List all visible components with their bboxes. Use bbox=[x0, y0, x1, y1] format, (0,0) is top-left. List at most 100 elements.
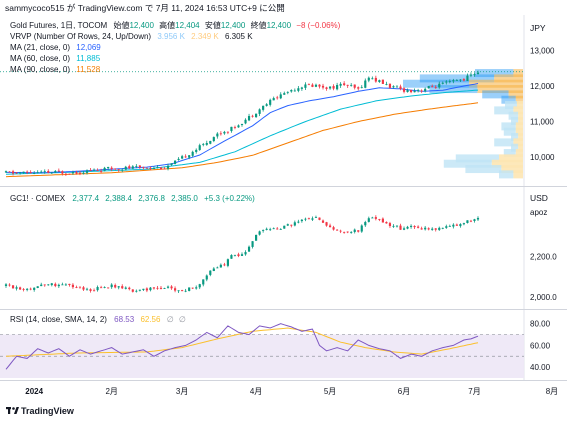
candle-body bbox=[364, 222, 367, 226]
candle-body bbox=[195, 287, 198, 289]
candle-body bbox=[131, 166, 134, 169]
candle-body bbox=[409, 89, 413, 93]
candle-body bbox=[262, 105, 265, 110]
candle-body bbox=[110, 167, 113, 169]
candle-body bbox=[184, 156, 187, 158]
ma90-path bbox=[5, 102, 479, 178]
candle-body bbox=[417, 226, 420, 228]
vrvp-row-up bbox=[494, 138, 514, 147]
candle-body bbox=[360, 87, 363, 89]
vrvp-row-up bbox=[508, 111, 519, 120]
vrvp-row-down bbox=[513, 69, 523, 78]
candle-body bbox=[385, 221, 388, 224]
candle-body bbox=[339, 83, 342, 86]
candle-body bbox=[473, 74, 476, 76]
candle-body bbox=[26, 288, 29, 290]
candle-body bbox=[78, 286, 82, 288]
candle-body bbox=[336, 84, 339, 90]
candle-body bbox=[121, 169, 124, 171]
candle-body bbox=[202, 279, 205, 285]
candle-body bbox=[431, 86, 434, 88]
candle-body bbox=[135, 290, 138, 292]
candle-body bbox=[237, 125, 240, 128]
vrvp-row-up bbox=[494, 106, 514, 115]
tradingview-logo[interactable]: TradingView bbox=[6, 406, 75, 416]
candle-body bbox=[89, 170, 92, 172]
candle-body bbox=[438, 227, 441, 230]
candle-body bbox=[184, 290, 187, 292]
candle-body bbox=[85, 288, 89, 290]
gc1-candles bbox=[4, 215, 480, 293]
candle-body bbox=[219, 133, 222, 135]
rsi-title: RSI (14, close, SMA, 14, 2) bbox=[10, 315, 107, 324]
candle-body bbox=[286, 224, 289, 226]
candle-body bbox=[371, 217, 374, 219]
candle-body bbox=[276, 228, 279, 230]
candle-body bbox=[455, 80, 458, 81]
candle-body bbox=[473, 219, 476, 221]
candle-body bbox=[343, 231, 346, 233]
candle-body bbox=[188, 287, 191, 291]
candle-body bbox=[279, 94, 282, 99]
candle-body bbox=[78, 172, 82, 174]
vrvp-row-down bbox=[469, 79, 523, 88]
ma21-label: MA (21, close, 0) bbox=[10, 43, 70, 52]
candle-body bbox=[121, 286, 124, 289]
x-tick-label: 4月 bbox=[250, 387, 262, 396]
candle-body bbox=[367, 77, 370, 81]
candle-body bbox=[57, 284, 60, 287]
candle-body bbox=[156, 287, 159, 289]
svg-text:RSI (14, close, SMA, 14, 2): RSI (14, close, SMA, 14, 2) 68.53 62.56 … bbox=[10, 315, 186, 324]
candle-body bbox=[159, 167, 163, 170]
vrvp-row-down bbox=[518, 117, 523, 126]
gold-futures-legend[interactable]: Gold Futures, 1日, TOCOM 始値12,400 高値12,40… bbox=[10, 20, 341, 74]
vrvp-row-down bbox=[518, 143, 523, 152]
candle-body bbox=[476, 72, 480, 75]
ma90-label: MA (90, close, 0) bbox=[10, 65, 70, 74]
vrvp-row-up bbox=[511, 117, 519, 126]
vrvp-row-down bbox=[513, 138, 523, 147]
rsi-legend[interactable]: RSI (14, close, SMA, 14, 2) 68.53 62.56 … bbox=[10, 315, 186, 324]
candle-body bbox=[142, 166, 145, 168]
y-tick-label: 2,200.0 bbox=[530, 253, 557, 262]
candle-body bbox=[399, 86, 402, 89]
candle-body bbox=[346, 231, 349, 233]
candle-body bbox=[114, 168, 117, 170]
candle-body bbox=[188, 155, 191, 158]
tradingview-logo-icon bbox=[6, 407, 19, 414]
vrvp-row-up bbox=[503, 127, 516, 136]
candle-body bbox=[163, 168, 166, 170]
candle-body bbox=[427, 86, 430, 89]
candle-body bbox=[163, 288, 166, 289]
candle-body bbox=[216, 133, 219, 137]
candle-body bbox=[283, 93, 286, 95]
candle-body bbox=[75, 172, 78, 174]
candle-body bbox=[4, 284, 8, 286]
usd-unit-label: USD bbox=[530, 193, 548, 203]
candle-body bbox=[328, 225, 332, 228]
vrvp-row-down bbox=[513, 170, 523, 179]
rsi-lower-empty: ∅ bbox=[179, 315, 186, 324]
x-tick-label: 6月 bbox=[398, 387, 410, 396]
candle-body bbox=[455, 224, 458, 226]
candle-body bbox=[142, 288, 145, 290]
candle-body bbox=[96, 287, 99, 291]
y-tick-label: 11,000 bbox=[530, 118, 554, 127]
candle-body bbox=[424, 227, 427, 230]
candle-body bbox=[226, 131, 229, 133]
gc1-legend[interactable]: GC1! · COMEX 2,377.4 2,388.4 2,376.8 2,3… bbox=[10, 194, 255, 203]
candle-body bbox=[173, 160, 177, 164]
ma90-line bbox=[5, 102, 479, 178]
candle-body bbox=[431, 228, 434, 230]
candle-body bbox=[441, 82, 444, 84]
candle-body bbox=[251, 241, 254, 247]
candle-body bbox=[92, 290, 96, 292]
gold-low: 12,400 bbox=[221, 21, 246, 30]
candle-body bbox=[469, 74, 473, 76]
candle-body bbox=[40, 284, 43, 287]
candle-body bbox=[452, 80, 455, 82]
candle-body bbox=[314, 84, 318, 87]
candle-body bbox=[413, 225, 416, 228]
ma21-line bbox=[6, 83, 479, 174]
